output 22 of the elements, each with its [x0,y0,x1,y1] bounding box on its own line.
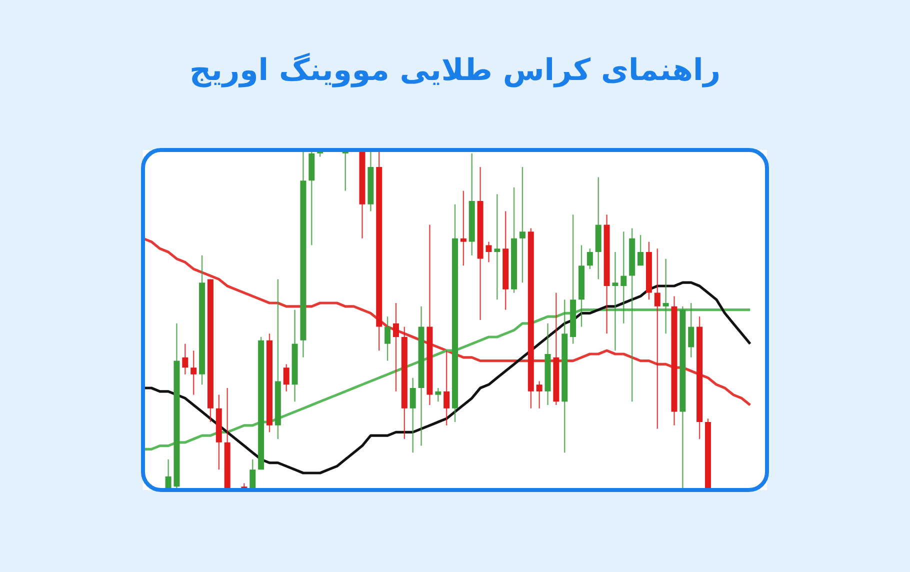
chart-title: راهنمای کراس طلایی مووینگ اوریج [189,52,721,88]
candlestick [283,364,290,392]
candlestick [638,234,644,266]
candlestick [486,241,492,263]
candlestick [392,302,399,392]
candlestick [410,377,416,454]
candlestick [654,248,660,430]
candlestick [182,343,188,375]
candlestick [250,458,256,490]
candlestick [494,194,500,300]
candlestick [586,248,593,270]
candlestick [662,258,669,334]
candlestick [435,387,442,402]
candlestick [688,302,694,358]
candlestick [444,350,450,426]
candlestick [536,380,542,409]
candlestick [620,231,627,324]
candlestick [519,166,526,284]
candlestick [384,316,391,362]
candlestick [612,251,618,352]
candlestick [190,350,197,396]
candlestick [460,190,466,266]
